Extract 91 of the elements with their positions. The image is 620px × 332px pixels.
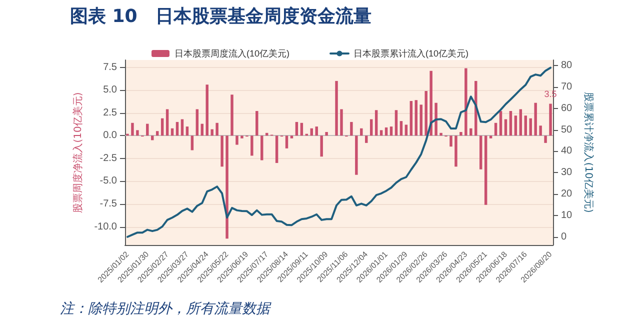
bar: [355, 136, 358, 175]
bar: [420, 104, 422, 136]
bar: [216, 122, 218, 136]
bar: [206, 84, 208, 136]
bar: [519, 109, 522, 136]
bar: [250, 136, 254, 156]
bar: [460, 132, 462, 136]
bar: [394, 110, 398, 136]
bar: [350, 122, 353, 136]
bar: [176, 122, 179, 136]
y2-tick-label: 80: [561, 60, 573, 72]
bar: [380, 130, 383, 136]
bar: [529, 118, 532, 136]
bar: [424, 90, 428, 136]
bar: [470, 128, 472, 136]
bar: [240, 136, 244, 138]
y2-tick-label: 20: [561, 188, 573, 200]
bar: [230, 94, 234, 136]
bar: [295, 122, 298, 136]
bar: [136, 130, 139, 136]
y-tick-label: -5.0: [100, 176, 118, 187]
bar: [404, 124, 408, 136]
bar: [360, 128, 363, 136]
y-tick-label: -2.5: [100, 152, 118, 164]
bar: [190, 136, 194, 150]
bar: [524, 116, 527, 136]
y-tick-label: 2.5: [103, 107, 118, 118]
bar: [196, 109, 199, 136]
y-tick-label: -7.5: [100, 198, 118, 210]
bar: [534, 102, 537, 136]
y-tick-label: 5.0: [103, 84, 118, 96]
bar: [180, 119, 184, 136]
y2-tick-label: 50: [561, 124, 573, 136]
bar: [226, 136, 228, 239]
bar: [400, 121, 403, 136]
bar: [260, 136, 264, 160]
y2-tick-label: 10: [561, 210, 573, 221]
bar: [549, 104, 552, 136]
bar: [325, 132, 328, 136]
y2-tick-label: 0: [561, 231, 567, 242]
y2-tick-label: 40: [561, 146, 573, 157]
bar: [220, 136, 224, 167]
bar: [236, 136, 238, 145]
bar: [440, 132, 442, 136]
text: 注：除特别注明外，所有流量数据: [60, 300, 270, 318]
bar: [275, 136, 278, 163]
chart-title: 图表 10 日本股票基金周度资金流量: [69, 5, 372, 29]
y-tick-label: 0.0: [103, 130, 118, 142]
y2-tick-label: 60: [561, 102, 573, 114]
bar: [410, 101, 413, 136]
bar: [315, 126, 318, 136]
legend-label: 日本股票周度流入(10亿美元): [174, 48, 290, 58]
bar: [285, 136, 288, 148]
bar: [504, 119, 508, 136]
bar: [430, 70, 432, 136]
bar: [464, 68, 468, 136]
bar: [166, 109, 169, 136]
legend-label: 日本股票累计流入(10亿美元): [354, 48, 469, 58]
bar: [479, 136, 482, 170]
bar: [374, 110, 378, 136]
bar: [210, 129, 214, 136]
bar: [454, 136, 458, 167]
bar: [320, 136, 323, 157]
y-tick-label: 7.5: [103, 62, 118, 73]
bar: [151, 136, 154, 140]
y2-axis-title: 股票累计净流入(10亿美元): [582, 92, 595, 213]
bar: [434, 102, 438, 136]
bar: [146, 124, 149, 136]
bar: [499, 111, 502, 136]
bar: [539, 126, 542, 136]
bar: [514, 116, 518, 136]
bar: [390, 126, 393, 136]
bar: [256, 111, 258, 136]
bar: [335, 80, 338, 136]
y-axis-title: 股票周度净流入(10亿美元): [72, 92, 84, 213]
y-tick-label: -10.0: [94, 221, 118, 232]
bar: [484, 136, 488, 205]
bar: [544, 136, 547, 143]
bar: [370, 119, 373, 136]
bar: [489, 136, 492, 138]
bar: [186, 126, 189, 136]
y2-tick-label: 30: [561, 167, 573, 178]
bar: [156, 131, 159, 136]
bar: [365, 136, 368, 143]
bar: [290, 136, 294, 138]
bar: [131, 122, 134, 136]
bar: [509, 111, 512, 136]
bar: [450, 136, 452, 147]
bar: [340, 109, 343, 136]
y2-tick-label: 70: [561, 81, 573, 92]
bar: [414, 100, 418, 136]
